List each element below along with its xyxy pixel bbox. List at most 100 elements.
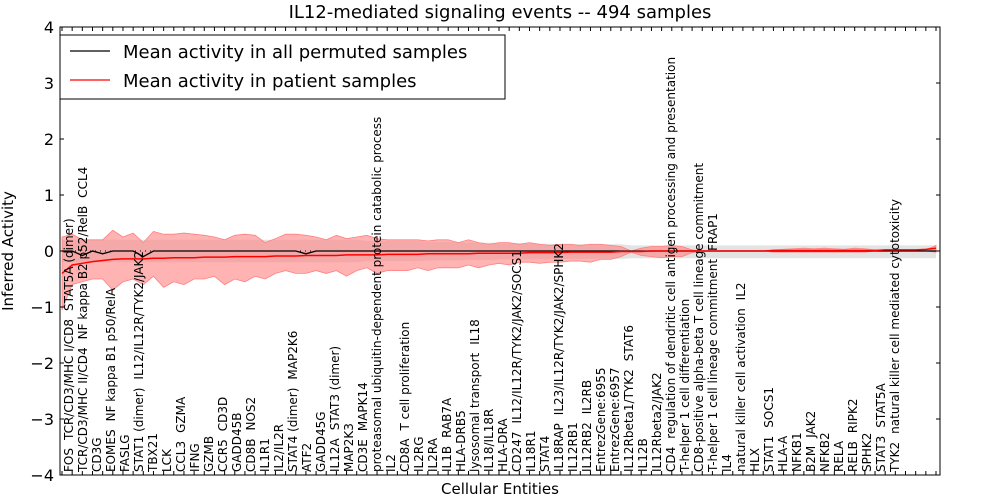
- x-tick-label: STAT3 (dimer): [328, 346, 342, 430]
- x-tick-label: HLA-A: [776, 435, 790, 472]
- legend-box: [59, 34, 506, 100]
- x-tick-label: EOMES: [104, 429, 118, 472]
- x-tick-label: NF kappa B1 p50/RelA: [104, 287, 118, 421]
- x-tick-label: FOS: [62, 448, 76, 472]
- x-tick-label: RELA: [832, 440, 846, 472]
- x-tick-label: GZMA: [174, 396, 188, 433]
- x-tick-label: T-helper 1 cell lineage commitment: [706, 259, 720, 473]
- x-tick-label: IL12B: [636, 438, 650, 472]
- x-tick-label: IL4: [720, 454, 734, 472]
- x-tick-label: IL18RAP: [552, 423, 566, 472]
- y-tick-label: −1: [30, 298, 54, 317]
- x-tick-label: IL2RB: [580, 380, 594, 414]
- x-tick-label: STAT1 (dimer): [132, 388, 146, 472]
- patient-band: [61, 229, 937, 310]
- chart-title: IL12-mediated signaling events -- 494 sa…: [289, 2, 712, 23]
- plot-frame: [59, 26, 941, 476]
- x-tick-label: CCL3: [174, 441, 188, 472]
- x-tick-label: TCR/CD3/MHC I/CD8: [62, 319, 76, 441]
- x-tick-label: STAT4 (dimer): [286, 388, 300, 472]
- x-tick-label: GADD45G: [314, 411, 328, 472]
- x-tick-label: natural killer cell mediated cytotoxicit…: [888, 199, 902, 434]
- x-tick-label: CD3D: [216, 397, 230, 432]
- x-tick-label: IL12RB1: [566, 422, 580, 472]
- x-tick-label: IL12/IL12R/TYK2/JAK2: [132, 251, 146, 380]
- x-tick-label: TYK2: [888, 442, 902, 473]
- legend: Mean activity in all permuted samples Me…: [59, 34, 506, 100]
- y-tick-label: 0: [44, 242, 54, 261]
- x-tick-label: IFNG: [188, 443, 202, 472]
- x-tick-label: RAB7A: [440, 397, 454, 438]
- x-tick-label: IL2: [384, 454, 398, 472]
- x-tick-label: natural killer cell activation: [734, 308, 748, 472]
- x-tick-label: CD3E: [356, 439, 370, 472]
- x-tick-label: lysosomal transport: [468, 352, 482, 472]
- x-tick-label: T cell proliferation: [398, 322, 412, 432]
- y-tick-label: −3: [30, 410, 54, 429]
- x-tick-label: TCR/CD3/MHC II/CD4: [76, 347, 90, 473]
- x-tick-label: IL2: [734, 282, 748, 300]
- x-tick-label: CD247: [510, 431, 524, 472]
- x-tick-label: TBX21: [146, 433, 160, 473]
- x-tick-label: EntrezGene:6955: [594, 368, 608, 473]
- x-tick-label: CD4: [664, 447, 678, 472]
- x-tick-label: IL12Rbeta1/TYK2: [622, 369, 636, 472]
- x-tick-label: IL23/IL12R/TYK2/JAK2/SPHK2: [552, 243, 566, 415]
- x-tick-label: IL12RB2: [580, 422, 594, 472]
- x-tick-label: NFKB2: [818, 432, 832, 472]
- x-tick-label: CD8-positive alpha-beta T cell lineage c…: [692, 163, 706, 472]
- y-tick-label: 4: [44, 18, 54, 37]
- x-tick-label: CD8A: [398, 438, 412, 472]
- x-tick-label: IL12Rbeta2/JAK2: [650, 372, 664, 472]
- x-tick-label: IL18/IL18R: [482, 409, 496, 472]
- x-tick-label: CD3G: [90, 437, 104, 472]
- x-tick-label: CD8B: [244, 439, 258, 473]
- x-tick-label: STAT5A: [874, 382, 888, 427]
- x-tick-label: IL1B: [440, 446, 454, 472]
- x-tick-label: IL12/IL12R/TYK2/JAK2/SOCS1: [510, 250, 524, 423]
- x-axis-label: Cellular Entities: [441, 480, 559, 498]
- x-tick-label: IL2/IL2R: [272, 424, 286, 472]
- x-tick-label: NOS2: [244, 397, 258, 431]
- x-tick-label: STAT5A (dimer): [62, 218, 76, 311]
- y-tick-label: −4: [30, 466, 54, 485]
- y-axis-label: Inferred Activity: [0, 191, 17, 311]
- x-tick-label: EntrezGene:6957: [608, 368, 622, 473]
- x-tick-label: SOCS1: [762, 387, 776, 428]
- x-tick-label: MAP2K3: [342, 423, 356, 472]
- x-tick-label: IL1R1: [258, 438, 272, 472]
- x-tick-label: STAT1: [762, 436, 776, 472]
- x-tick-label: IL18: [468, 319, 482, 345]
- x-tick-label: regulation of dendritic cell antigen pro…: [664, 57, 678, 439]
- x-tick-label: JAK2: [804, 411, 818, 439]
- x-tick-label: RELB: [846, 441, 860, 472]
- x-tick-label: HLX: [748, 448, 762, 472]
- x-tick-label: STAT4: [538, 436, 552, 472]
- x-tick-label: STAT3: [874, 436, 888, 472]
- x-tick-label: GZMB: [202, 436, 216, 472]
- x-tick-label: CCL4: [76, 167, 90, 198]
- legend-label-permuted: Mean activity in all permuted samples: [123, 42, 467, 63]
- x-tick-label: B2M: [804, 446, 818, 472]
- y-tick-label: 3: [44, 74, 54, 93]
- x-tick-label: IL2RA: [426, 437, 440, 472]
- x-tick-label: ATF2: [300, 443, 314, 472]
- patient-mean-line: [61, 247, 937, 274]
- x-tick-label: FASLG: [118, 434, 132, 472]
- y-tick-label: 2: [44, 130, 54, 149]
- x-tick-label: NF kappa B2 p52/RelB: [76, 206, 90, 340]
- x-tick-label: T-helper 1 cell differentiation: [678, 299, 692, 473]
- x-tick-label: proteasomal ubiquitin-dependent protein …: [370, 117, 384, 472]
- x-tick-label: IL2RG: [412, 437, 426, 473]
- x-tick-label: IL12A: [328, 438, 342, 472]
- y-tick-label: 1: [44, 186, 54, 205]
- x-tick-label: GADD45B: [230, 413, 244, 473]
- x-tick-label: HLA-DRB5: [454, 410, 468, 472]
- x-tick-label: RIPK2: [846, 399, 860, 434]
- y-tick-label: −2: [30, 354, 54, 373]
- x-tick-label: STAT6: [622, 325, 636, 361]
- x-tick-label: FRAP1: [706, 213, 720, 251]
- x-tick-label: SPHK2: [860, 433, 874, 472]
- x-tick-label: CCR5: [216, 439, 230, 472]
